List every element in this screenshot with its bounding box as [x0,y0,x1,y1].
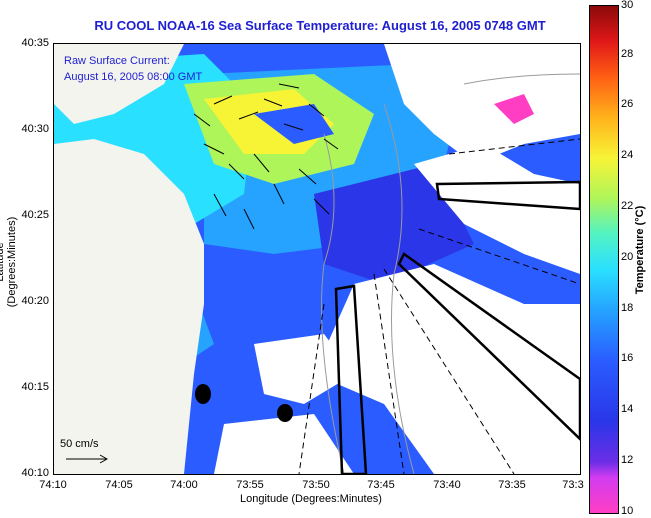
cbar-tick-26: 26 [621,98,634,110]
shipping-lane-south [334,284,368,474]
contour-2 [383,103,415,474]
buoy-marker-1 [195,384,211,404]
y-axis-label: Latitude (Degrees:Minutes) [0,216,18,308]
cbar-tick-22: 22 [621,200,634,212]
buoy-marker-2 [277,404,293,422]
dashed-line-5 [298,303,325,474]
contour-1 [321,133,345,474]
sst-map-canvas [54,44,580,474]
sst-patch-southeast [314,164,474,284]
current-vectors [193,83,339,230]
x-axis-label: Longitude (Degrees:Minutes) [240,493,382,505]
cloud-northeast [384,44,580,164]
cloud-south-1 [254,334,354,404]
land-new-jersey [54,139,204,474]
x-tick-4: 73:50 [302,479,330,491]
cloud-south-2 [214,414,354,474]
cbar-tick-30: 30 [621,0,634,11]
cloud-east [414,144,580,274]
temperature-colorbar [589,5,619,514]
cbar-tick-24: 24 [621,149,634,161]
x-tick-6: 73:40 [433,479,461,491]
shipping-lane-east [435,180,580,211]
shipping-lane-southeast [397,252,580,441]
sst-map[interactable] [53,43,581,475]
sst-patch-cool-core [254,104,334,144]
scale-label: 50 cm/s [60,438,99,450]
legend-line-1: Raw Surface Current: [64,55,170,67]
x-tick-8: 73:3 [562,479,584,491]
sst-patch-magenta [494,94,534,124]
contour-3 [463,73,580,85]
cbar-tick-12: 12 [621,454,634,466]
y-tick-0: 40:35 [21,37,49,49]
y-tick-4: 40:15 [21,381,49,393]
cbar-tick-10: 10 [621,505,634,517]
x-tick-5: 73:45 [367,479,395,491]
dashed-line-3 [383,268,515,474]
y-tick-1: 40:30 [21,123,49,135]
y-tick-2: 40:25 [21,209,49,221]
y-tick-5: 40:10 [21,467,49,479]
dashed-line-2 [418,228,580,285]
cbar-tick-18: 18 [621,302,634,314]
y-tick-3: 40:20 [21,295,49,307]
dashed-line-4 [373,273,405,474]
land-north [54,44,184,124]
cbar-tick-28: 28 [621,48,634,60]
cbar-tick-16: 16 [621,352,634,364]
x-tick-2: 74:00 [170,479,198,491]
scale-arrow-head [99,454,109,464]
legend-line-2: August 16, 2005 08:00 GMT [64,71,203,83]
cbar-tick-20: 20 [621,251,634,263]
cbar-tick-14: 14 [621,403,634,415]
x-tick-3: 73:55 [236,479,264,491]
x-tick-1: 74:05 [105,479,133,491]
x-tick-0: 74:10 [39,479,67,491]
map-title: RU COOL NOAA-16 Sea Surface Temperature:… [94,18,546,33]
colorbar-label: Temperature (°C) [634,205,646,295]
x-tick-7: 73:35 [498,479,526,491]
dashed-line-1 [448,138,580,155]
